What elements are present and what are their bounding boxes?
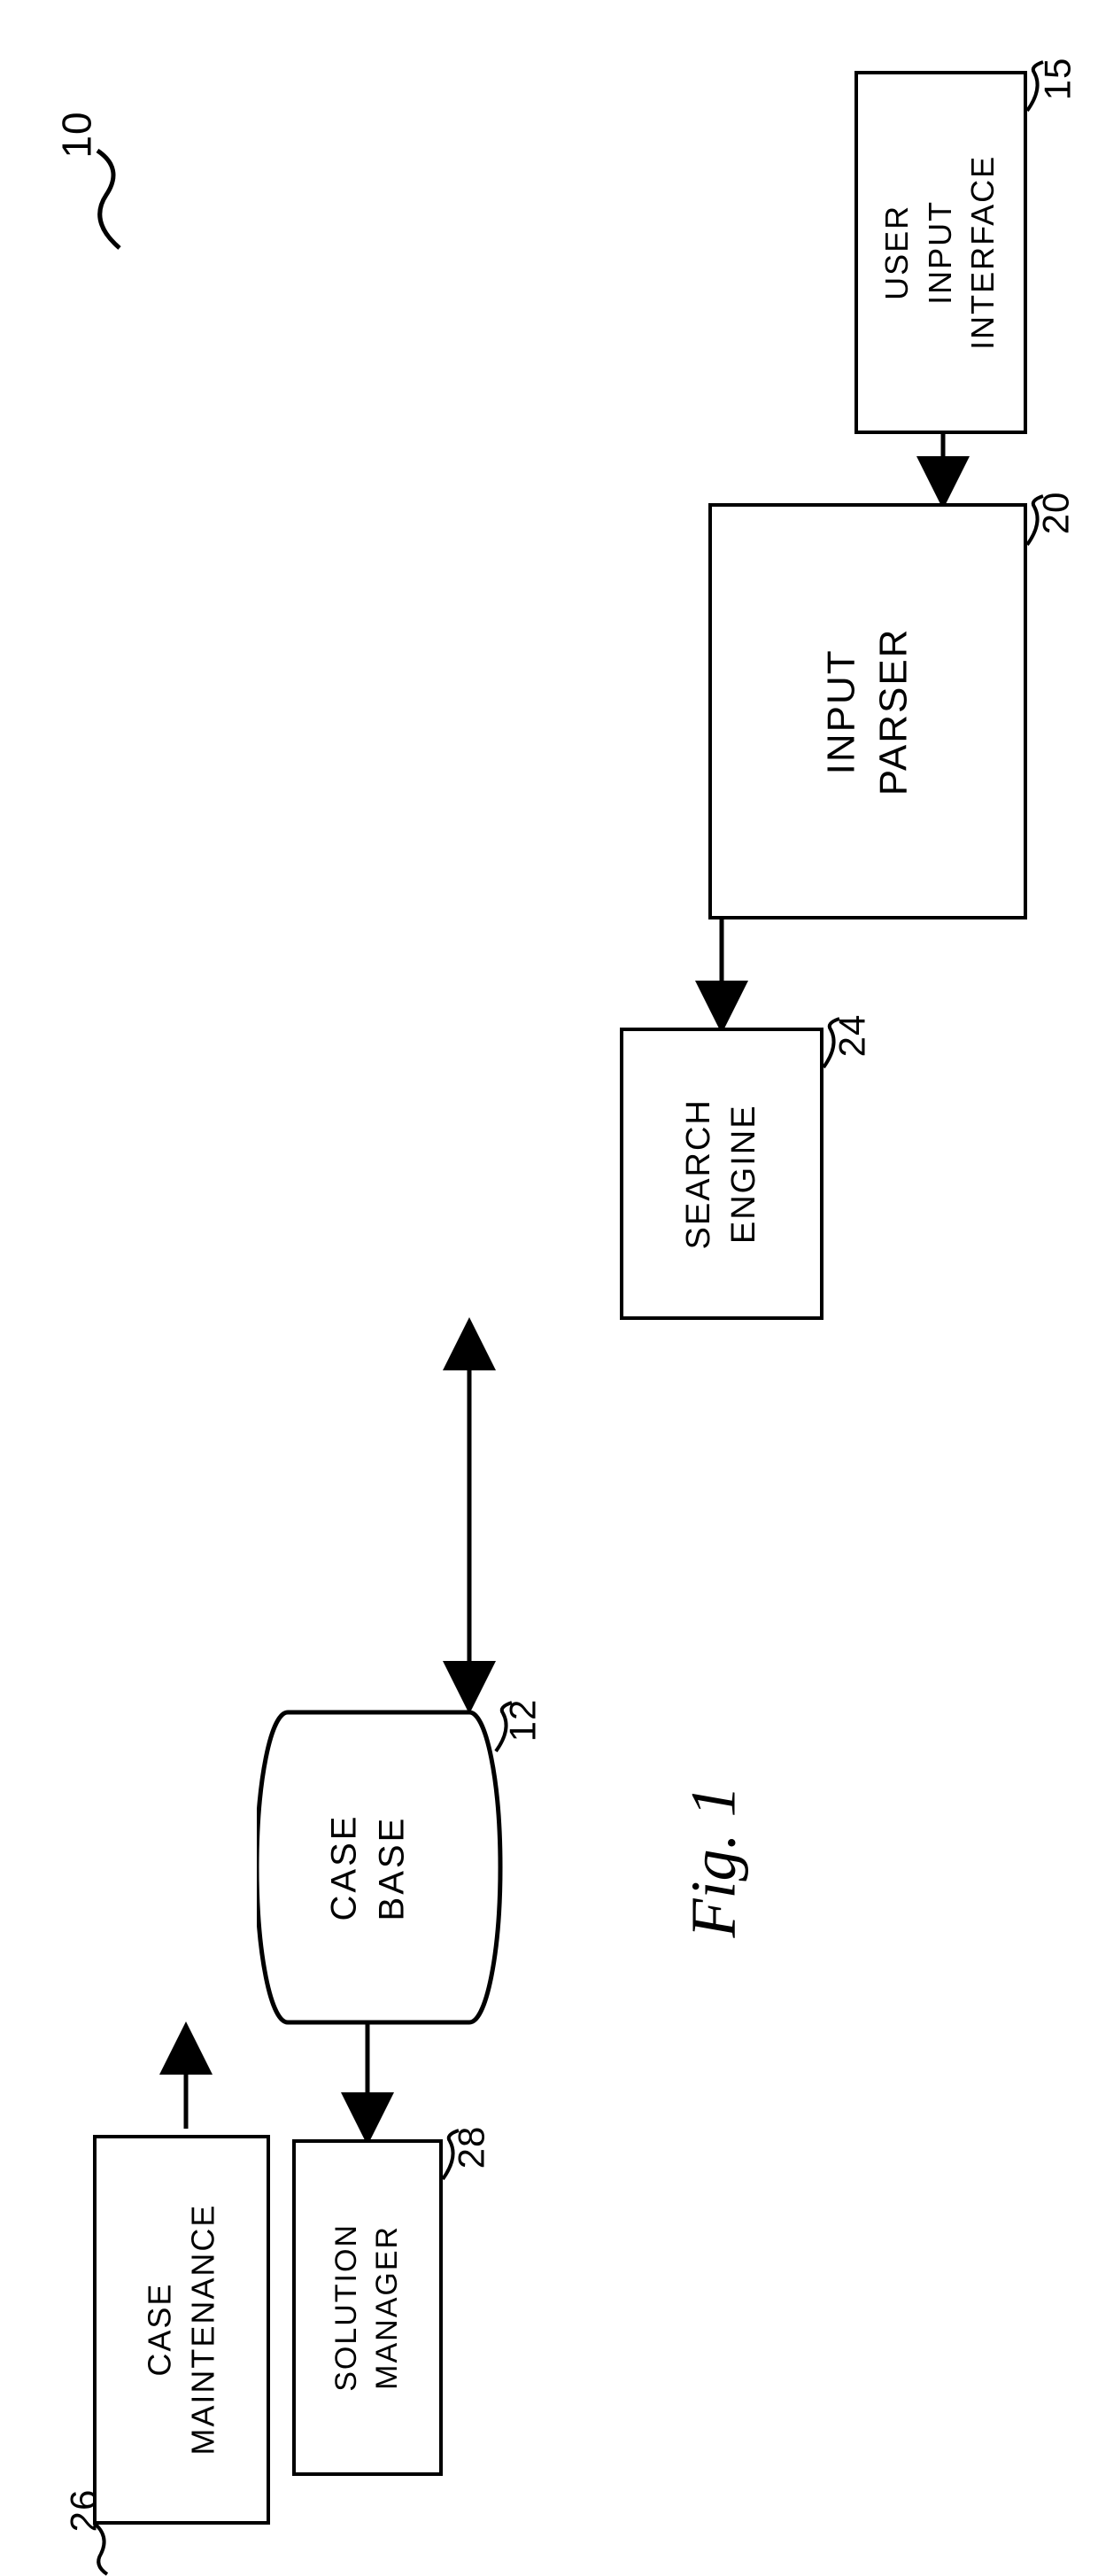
node-label: CASE BASE [320,1813,415,1920]
node-input-parser: INPUT PARSER [708,503,1027,919]
node-label: SOLUTION MANAGER [327,2223,408,2392]
node-label: SEARCH ENGINE [677,1098,768,1249]
case-base-label-wrap: CASE BASE [266,1710,469,2024]
node-label: CASE MAINTENANCE [138,2204,224,2456]
figure-caption: Fig. 1 [677,1786,750,1938]
edge-maint-to-casebase [168,2024,204,2139]
ref-tail-28 [441,2130,485,2184]
ref-tail-20 [1025,496,1070,549]
ref-tail-12 [494,1703,538,1756]
ref-tail-26 [85,2523,129,2576]
node-case-maintenance: CASE MAINTENANCE [93,2135,270,2525]
ref-tail-15 [1025,62,1070,115]
figure-id-tail [80,151,142,257]
node-search-engine: SEARCH ENGINE [620,1028,824,1320]
node-label: INPUT PARSER [816,627,921,795]
node-solution-manager: SOLUTION MANAGER [292,2139,443,2476]
ref-tail-24 [822,1019,866,1072]
diagram-canvas: 10 USER INPUT INTERFACE 15 INPUT PARSER … [0,0,1098,2526]
edge-uii-to-parser [925,434,961,507]
node-label: USER INPUT INTERFACE [877,155,1006,350]
edge-parser-to-search [704,919,739,1031]
edge-search-to-casebase [452,1320,487,1714]
edge-casebase-to-solution [350,2024,385,2144]
node-user-input-interface: USER INPUT INTERFACE [854,71,1027,434]
